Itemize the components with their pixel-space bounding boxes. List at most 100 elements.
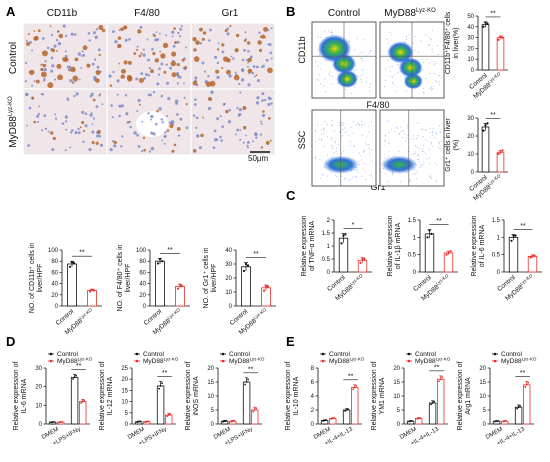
data-point [169, 413, 172, 415]
data-point [531, 255, 534, 258]
facs-event-dot [359, 155, 361, 157]
data-point [529, 256, 532, 259]
facs-event-dot [409, 160, 411, 162]
data-point [136, 421, 139, 424]
nucleus-mark [136, 45, 139, 48]
facs-event-dot [394, 165, 396, 167]
facs-event-dot [355, 176, 357, 178]
data-point [333, 417, 336, 419]
facs-event-dot [317, 36, 319, 38]
facs-event-dot [425, 129, 427, 131]
facs-event-dot [333, 130, 335, 132]
facs-event-dot [328, 73, 330, 75]
nucleus-mark [118, 62, 121, 65]
facs-event-dot [327, 154, 329, 156]
nucleus-mark [230, 55, 233, 58]
y-tick-label: 60 [51, 270, 58, 276]
nucleus-mark [253, 75, 256, 78]
stain-mark [225, 109, 229, 114]
facs-event-dot [412, 70, 414, 72]
facs-column-label-ko-sup: Lyz-KO [416, 8, 436, 14]
data-point [486, 122, 489, 125]
nucleus-mark [64, 115, 68, 119]
y-tick-label: 1 [413, 235, 417, 241]
facs-event-dot [438, 125, 440, 127]
stain-mark [109, 84, 113, 87]
facs-event-dot [383, 154, 385, 156]
y-tick-label: 5 [397, 408, 401, 414]
facs-event-dot [363, 39, 365, 41]
data-point [426, 236, 429, 239]
stain-mark [140, 52, 143, 55]
facs-event-dot [431, 29, 433, 31]
facs-event-dot [433, 137, 435, 139]
facs-event-dot [437, 53, 439, 55]
y-tick-label: 30 [35, 366, 42, 372]
stain-mark [117, 43, 122, 49]
facs-event-dot [334, 140, 336, 142]
facs-event-dot [388, 131, 390, 133]
facs-event-dot [427, 141, 429, 143]
facs-event-dot [406, 59, 408, 61]
facs-event-dot [433, 73, 435, 75]
facs-event-dot [327, 46, 329, 48]
facs-event-dot [337, 143, 339, 145]
legend-label: MyD88Lyz-KO [143, 357, 179, 366]
facs-event-dot [331, 76, 333, 78]
stain-mark [121, 68, 126, 74]
facs-event-dot [352, 132, 354, 134]
stain-mark [136, 48, 139, 51]
facs-event-dot [393, 155, 395, 157]
facs-event-dot [388, 50, 390, 52]
facs-event-dot [320, 129, 322, 131]
nucleus-mark [245, 134, 247, 137]
nucleus-mark [139, 25, 143, 29]
facs-event-dot [350, 169, 352, 171]
facs-event-dot [336, 50, 338, 52]
facs-event-dot [412, 42, 414, 44]
nucleus-mark [226, 32, 230, 36]
facs-event-dot [355, 69, 357, 71]
facs-event-dot [326, 36, 328, 38]
facs-event-dot [396, 128, 398, 130]
data-point [147, 420, 150, 423]
nucleus-mark [216, 61, 220, 65]
stain-mark [265, 140, 270, 145]
legend-label-sup: Lyz-KO [350, 357, 365, 362]
facs-event-dot [331, 119, 333, 121]
data-point [510, 239, 513, 242]
facs-plot [379, 109, 445, 187]
facs-column-label-ko: MyD88Lyz-KO [384, 8, 436, 19]
facs-event-dot [368, 147, 370, 149]
data-point [90, 288, 94, 291]
facs-event-dot [383, 167, 385, 169]
facs-event-dot [411, 165, 413, 167]
facs-event-dot [414, 36, 416, 38]
data-point [484, 21, 487, 24]
facs-event-dot [359, 52, 361, 54]
nucleus-mark [25, 61, 28, 65]
facs-event-dot [324, 78, 326, 80]
data-point [525, 383, 528, 386]
nucleus-mark [246, 141, 250, 144]
stain-mark [242, 106, 247, 110]
nucleus-mark [69, 146, 71, 149]
nucleus-mark [261, 99, 264, 102]
nucleus-mark [264, 98, 267, 102]
facs-event-dot [385, 173, 387, 175]
data-point [505, 419, 508, 422]
facs-event-dot [399, 172, 401, 174]
facs-event-dot [328, 166, 330, 168]
data-point [223, 420, 226, 423]
facs-event-dot [331, 41, 333, 43]
legend-marker [321, 352, 325, 356]
data-point [176, 287, 180, 290]
stain-mark [40, 67, 44, 71]
data-point [72, 378, 74, 380]
facs-event-dot [353, 176, 355, 178]
nucleus-mark [125, 112, 129, 116]
legend-label-main: Control [143, 351, 165, 358]
nucleus-mark [113, 144, 117, 148]
facs-event-dot [384, 157, 386, 159]
nucleus-mark [91, 123, 94, 126]
